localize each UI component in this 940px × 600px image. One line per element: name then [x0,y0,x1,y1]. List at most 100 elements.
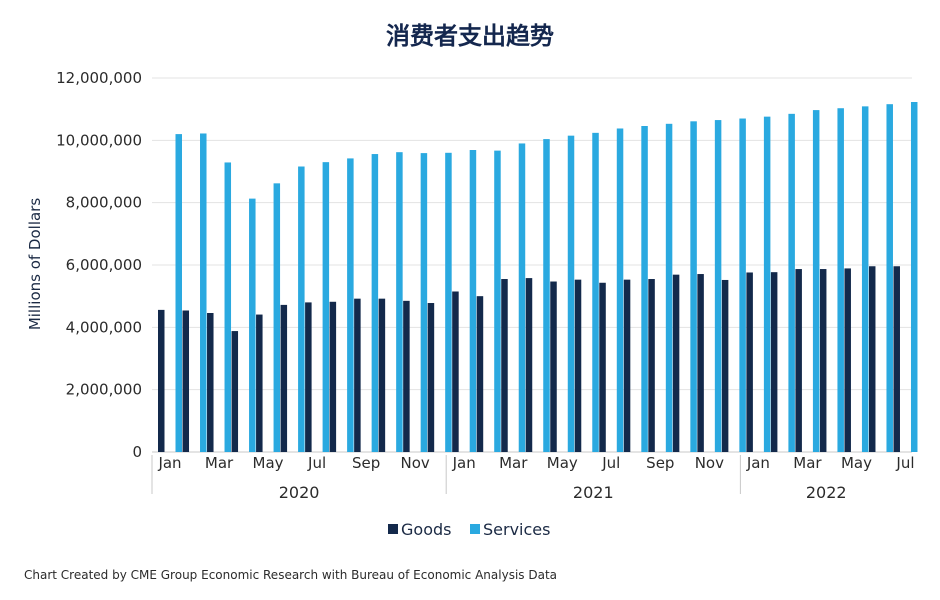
y-tick-label: 0 [132,443,142,461]
x-tick-label: Mar [499,454,528,472]
bar-services [298,166,305,452]
bar-services [347,158,354,452]
bar-goods [378,298,386,452]
bar-services [518,143,526,452]
bar-services [273,183,281,452]
x-tick-label: May [253,454,284,472]
bar-goods [697,274,704,452]
bar-services [420,153,428,453]
bar-goods [158,309,165,452]
x-tick-label: Mar [205,454,234,472]
bar-goods [623,279,631,452]
bar-goods [354,298,361,452]
bar-services [837,108,844,452]
bar-goods [648,279,655,452]
bar-services [224,162,232,452]
x-tick-label: Jul [895,454,914,472]
bar-services [445,152,452,453]
bar-goods [844,268,851,452]
bar-services [371,154,379,453]
bar-services [641,126,648,452]
year-label: 2020 [279,483,320,502]
bar-goods [868,266,876,452]
bar-services [567,135,575,452]
y-tick-label: 12,000,000 [56,69,142,87]
x-tick-label: Sep [352,454,380,472]
x-tick-label: May [547,454,578,472]
bar-services [200,133,207,453]
x-tick-label: Jan [452,454,476,472]
year-group-axis: 2020 2021 2022 [151,455,847,502]
year-label: 2022 [806,483,847,502]
x-tick-label: Nov [695,454,724,472]
chart-title: 消费者支出趋势 [386,22,554,50]
x-tick-label: Jan [157,454,181,472]
bar-goods [476,296,484,452]
bar-goods [207,313,214,452]
bar-goods [427,303,435,452]
y-axis-ticks: 0 2,000,000 4,000,000 6,000,000 8,000,000 10,… [56,69,142,461]
bar-goods [501,279,508,452]
bar-services [249,198,256,452]
bar-services [494,150,501,452]
legend-swatch-services [470,524,480,534]
bar-services [469,150,477,452]
bar-goods [525,278,533,452]
y-tick-label: 6,000,000 [66,256,142,274]
bar-services [910,102,918,452]
x-axis-ticks: Jan Mar May Jul Sep Nov Jan Mar May Jul Sep Nov Jan M… [157,454,914,472]
bar-goods [403,300,410,452]
bar-goods [893,266,900,452]
bar-services [861,106,869,453]
y-tick-label: 2,000,000 [66,381,142,399]
legend-label-services: Services [483,520,550,539]
bar-goods [550,281,557,452]
x-tick-label: Jul [307,454,326,472]
x-tick-label: Mar [793,454,822,472]
y-axis-label: Millions of Dollars [26,198,44,331]
bar-goods [231,331,239,452]
bar-goods [329,301,337,452]
bar-goods [256,314,263,452]
bar-goods [280,304,288,452]
bar-goods [574,279,582,452]
bar-goods [305,302,312,452]
bars [158,102,918,453]
bar-services [788,113,795,452]
legend-label-goods: Goods [401,520,451,539]
bar-services [690,121,697,452]
x-tick-label: May [841,454,872,472]
bar-goods [819,269,827,452]
bar-services [175,134,182,452]
bar-services [592,132,599,452]
bar-services [886,104,893,453]
bar-services [616,128,624,453]
bar-goods [746,272,753,452]
bar-goods [182,310,190,452]
bar-services [665,123,673,452]
year-label: 2021 [573,483,614,502]
bar-goods [795,269,802,452]
bar-goods [452,291,459,452]
x-tick-label: Jan [746,454,770,472]
legend: Goods Services [388,520,550,539]
bar-services [322,162,330,452]
bar-services [739,118,746,453]
bar-services [763,116,771,453]
bar-goods [672,274,680,452]
y-tick-label: 10,000,000 [56,131,142,149]
y-tick-label: 4,000,000 [66,318,142,336]
bar-goods [721,279,729,452]
bar-services [714,120,722,452]
y-tick-label: 8,000,000 [66,194,142,212]
bar-services [812,110,820,452]
legend-swatch-goods [388,524,398,534]
x-tick-label: Jul [601,454,620,472]
bar-goods [770,272,778,452]
bar-services [543,139,550,452]
x-tick-label: Sep [646,454,674,472]
x-tick-label: Nov [401,454,430,472]
source-note: Chart Created by CME Group Economic Rese… [24,568,557,582]
